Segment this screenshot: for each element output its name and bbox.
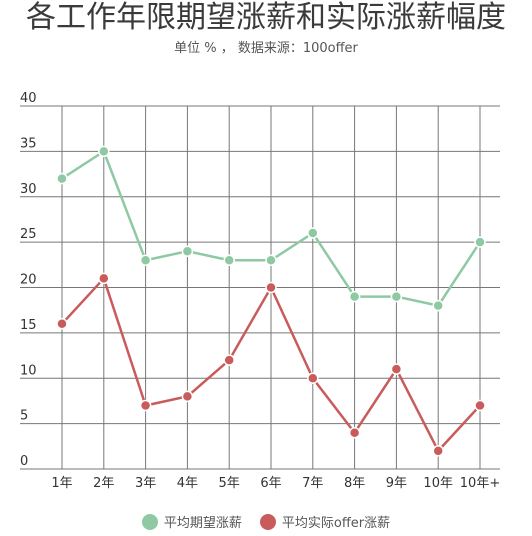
y-tick-label: 20 xyxy=(20,273,37,288)
y-tick-label: 25 xyxy=(20,227,37,242)
data-point[interactable] xyxy=(390,363,403,375)
x-axis-ticks: 1年 2年 3年 4年 5年 6年 7年 8年 9年 10年 10年+ xyxy=(51,476,500,491)
x-tick-label: 9年 xyxy=(386,476,407,491)
data-point[interactable] xyxy=(348,290,361,303)
data-point[interactable] xyxy=(181,390,194,403)
chart-subtitle: 单位 % ， 数据来源：100offer xyxy=(174,41,358,56)
legend-item-expected[interactable]: 平均期望涨薪 xyxy=(141,512,242,531)
data-point[interactable] xyxy=(432,445,444,457)
chart-title: 各工作年限期望涨薪和实际涨薪幅度 xyxy=(26,0,506,35)
data-point[interactable] xyxy=(432,299,444,312)
data-point[interactable] xyxy=(139,254,152,267)
x-tick-label: 4年 xyxy=(177,476,198,491)
legend: 平均期望涨薪 平均实际offer涨薪 xyxy=(0,512,532,531)
data-point[interactable] xyxy=(98,272,110,285)
y-tick-label: 0 xyxy=(20,454,28,469)
data-point[interactable] xyxy=(390,290,403,303)
data-point[interactable] xyxy=(307,372,319,384)
data-point[interactable] xyxy=(181,245,194,257)
x-tick-label: 5年 xyxy=(219,476,240,491)
data-point[interactable] xyxy=(98,145,110,158)
data-point[interactable] xyxy=(474,236,486,248)
data-point[interactable] xyxy=(139,399,152,412)
series-group xyxy=(56,145,486,457)
x-tick-label: 1年 xyxy=(51,476,72,491)
data-point[interactable] xyxy=(307,227,319,239)
y-tick-label: 30 xyxy=(20,182,37,197)
y-tick-label: 40 xyxy=(20,91,37,106)
legend-label-actual: 平均实际offer涨薪 xyxy=(281,516,391,531)
x-tick-label: 3年 xyxy=(135,476,156,491)
data-point[interactable] xyxy=(265,254,277,267)
data-point[interactable] xyxy=(56,318,68,330)
y-tick-label: 5 xyxy=(20,409,28,424)
data-point[interactable] xyxy=(348,426,361,439)
x-tick-label: 8年 xyxy=(344,476,365,491)
legend-item-actual[interactable]: 平均实际offer涨薪 xyxy=(259,512,391,531)
x-tick-label: 7年 xyxy=(302,476,323,491)
y-tick-label: 10 xyxy=(20,363,37,378)
x-tick-label: 6年 xyxy=(260,476,281,491)
x-tick-label: 2年 xyxy=(93,476,114,491)
y-axis-ticks: 0 5 10 15 20 25 30 35 40 xyxy=(20,91,37,469)
legend-label-expected: 平均期望涨薪 xyxy=(163,516,242,531)
x-tick-label: 10年 xyxy=(423,476,453,491)
legend-swatch-expected xyxy=(141,513,158,530)
y-tick-label: 35 xyxy=(20,136,37,151)
y-tick-label: 15 xyxy=(20,318,37,333)
legend-swatch-actual xyxy=(259,513,276,530)
data-point[interactable] xyxy=(474,399,486,412)
data-point[interactable] xyxy=(56,172,68,185)
data-point[interactable] xyxy=(223,254,235,267)
data-point[interactable] xyxy=(223,354,235,366)
data-point[interactable] xyxy=(265,281,277,294)
x-tick-label: 10年+ xyxy=(460,476,500,491)
